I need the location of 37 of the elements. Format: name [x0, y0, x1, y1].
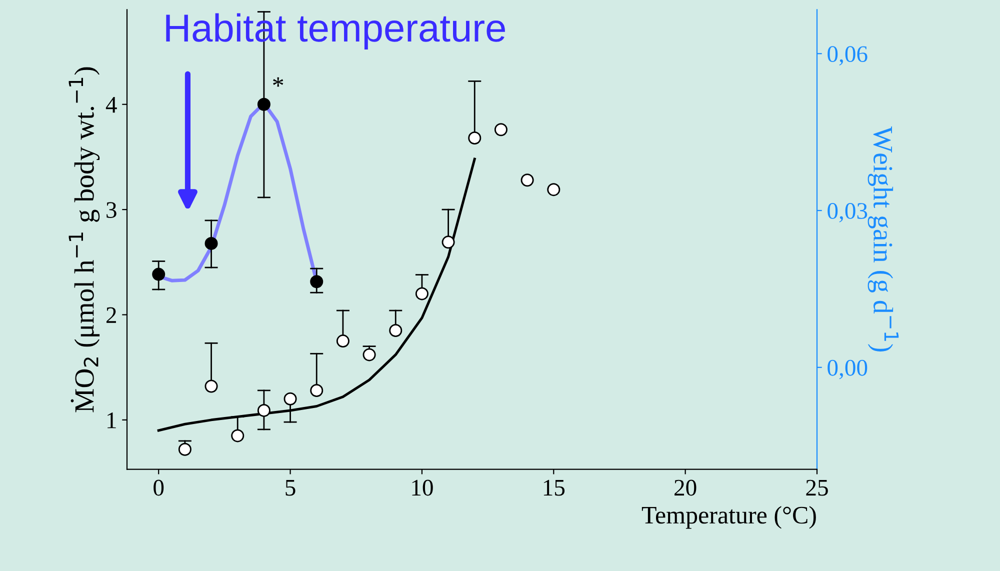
y-axis-title: ṀO$_{2}$ (μmol h$^{−1}$ g body wt.$^{−1}$)	[68, 67, 100, 412]
point	[204, 236, 218, 250]
point	[468, 132, 482, 145]
y-tick-label: 2	[106, 307, 116, 323]
point	[310, 384, 324, 397]
point	[442, 236, 455, 249]
annotation: *	[273, 77, 284, 87]
point	[494, 123, 508, 136]
point	[547, 183, 560, 196]
point	[362, 348, 376, 362]
point	[178, 442, 192, 456]
x-tick-label: 10	[412, 480, 433, 496]
point	[389, 324, 402, 338]
x-tick-label: 5	[286, 480, 296, 496]
point	[152, 268, 166, 281]
point	[520, 174, 534, 187]
y-tick-label: 1	[108, 412, 116, 428]
point	[415, 287, 428, 300]
point	[257, 98, 270, 111]
point	[257, 404, 270, 417]
y-tick-label: 3	[106, 202, 116, 218]
x-axis-title: Temperature (°C)	[642, 506, 816, 529]
line-series	[157, 158, 476, 432]
y2-tick-label: 0,06	[828, 46, 868, 66]
point	[231, 429, 244, 442]
point	[284, 392, 297, 406]
x-tick-label: 25	[806, 480, 828, 496]
y2-axis-title: Weight gain (g d$^{−1}$)	[868, 126, 899, 352]
point	[336, 334, 350, 348]
x-tick-label: 15	[544, 480, 565, 496]
point	[204, 380, 218, 393]
x-tick-label: 0	[154, 480, 164, 496]
y-tick-label: 4	[106, 97, 117, 113]
y2-tick-label: 0,03	[828, 203, 868, 222]
point	[310, 275, 324, 288]
y2-tick-label: 0,00	[828, 360, 868, 380]
x-tick-label: 20	[674, 480, 696, 496]
